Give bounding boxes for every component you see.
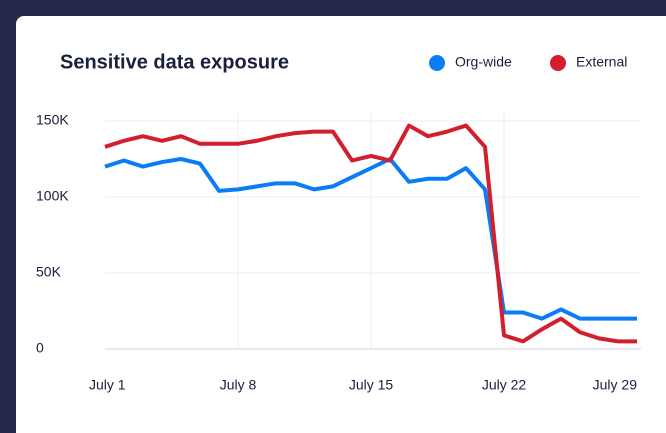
chart-title: Sensitive data exposure — [60, 51, 289, 73]
legend-marker — [550, 55, 566, 71]
y-tick-label: 50K — [36, 264, 62, 280]
card: Sensitive data exposure 0 50K 100K 150K July… — [16, 16, 666, 433]
y-tick-label: 150K — [36, 112, 69, 128]
y-tick-label: 0 — [36, 340, 44, 356]
legend-marker — [429, 55, 445, 71]
x-tick-label: July 22 — [482, 377, 527, 393]
x-tick-label: July 15 — [349, 377, 394, 393]
x-tick-label: July 8 — [220, 377, 257, 393]
chart: Sensitive data exposure 0 50K 100K 150K July… — [36, 51, 641, 393]
x-tick-label: July 1 — [89, 377, 126, 393]
y-tick-label: 100K — [36, 188, 69, 204]
legend-label: Org-wide — [455, 54, 512, 70]
x-tick-label: July 29 — [593, 377, 638, 393]
line-series — [104, 157, 637, 321]
legend-label: External — [576, 54, 627, 70]
line-series — [104, 123, 637, 344]
